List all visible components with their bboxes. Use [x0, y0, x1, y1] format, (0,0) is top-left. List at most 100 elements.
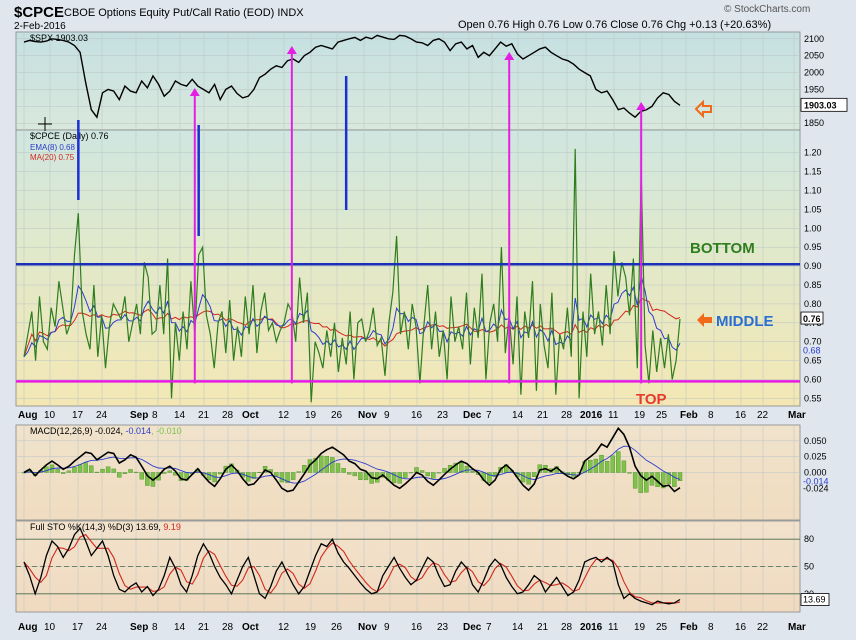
exchange-label: INDX — [277, 7, 304, 19]
x-axis-label: Oct — [242, 410, 259, 421]
sto-last-box — [800, 593, 830, 606]
top-label: TOP — [636, 391, 667, 408]
x-axis-label: Mar — [788, 622, 806, 633]
x-axis-label: Dec — [463, 410, 482, 421]
macd-histogram-bar — [55, 469, 60, 473]
macd-histogram-bar — [632, 472, 638, 489]
x-axis-label: 21 — [537, 622, 549, 633]
macd-histogram-bar — [346, 472, 352, 475]
macd-legend-signal: -0.014 — [126, 426, 152, 436]
macd-histogram-bar — [358, 472, 363, 480]
cpce-y-tick-label: 1.20 — [804, 148, 822, 158]
sto-legend-d: 9.19 — [163, 522, 181, 532]
x-axis-label: 24 — [96, 622, 108, 633]
x-axis-label: 21 — [537, 410, 549, 421]
spx-y-tick-label: 1950 — [804, 84, 824, 94]
macd-histogram-bar — [408, 472, 414, 474]
x-axis-label: 2016 — [580, 622, 603, 633]
macd-histogram-bar — [442, 468, 447, 473]
x-axis-label: Feb — [680, 622, 698, 633]
x-axis-label: Dec — [463, 622, 482, 633]
x-axis-label: 8 — [708, 410, 714, 421]
x-axis-label: 7 — [486, 622, 492, 633]
x-axis-label: 16 — [735, 622, 747, 633]
macd-histogram-bar — [610, 455, 615, 473]
macd-histogram-bar — [330, 457, 335, 473]
macd-histogram-bar — [77, 464, 83, 473]
x-axis-label: 19 — [634, 410, 646, 421]
x-axis-label: 10 — [44, 622, 56, 633]
macd-histogram-bar — [139, 472, 144, 480]
x-axis-label: Nov — [358, 410, 377, 421]
macd-histogram-bar — [649, 472, 655, 486]
macd-histogram-bar — [403, 472, 408, 478]
macd-signal-line — [23, 445, 681, 484]
cpce-y-tick-label: 1.15 — [804, 167, 822, 177]
cpce-last-box — [800, 311, 824, 325]
macd-histogram-bar — [257, 472, 262, 473]
x-axis-label: 16 — [411, 622, 423, 633]
x-axis-label: 17 — [72, 410, 84, 421]
x-axis-label: 2016 — [580, 410, 603, 421]
macd-histogram-bar — [100, 468, 105, 473]
macd-histogram-bar — [425, 472, 430, 477]
x-axis-label: 12 — [278, 410, 290, 421]
x-axis-label: Mar — [788, 410, 806, 421]
x-axis-label: 16 — [735, 410, 747, 421]
macd-histogram-bar — [117, 472, 122, 478]
x-axis-label: 26 — [331, 410, 343, 421]
chart-date: 2-Feb-2016 — [14, 21, 66, 32]
macd-histogram-bar — [61, 472, 66, 474]
sto-d-line — [23, 533, 681, 604]
macd-histogram-bar — [167, 470, 172, 473]
macd-histogram-bar — [431, 472, 436, 479]
pink-arrowhead-icon — [636, 102, 647, 110]
x-axis-label: 21 — [198, 622, 210, 633]
macd-y-tick-label: 0.050 — [804, 436, 827, 446]
macd-histogram-bar — [677, 472, 683, 481]
macd-histogram-bar — [111, 468, 116, 473]
cpce-y-tick-label: 0.60 — [804, 375, 822, 385]
macd-histogram-bar — [616, 451, 621, 473]
x-axis-label: 17 — [72, 622, 84, 633]
macd-histogram-bar — [391, 472, 397, 484]
x-axis-label: 14 — [512, 410, 524, 421]
cpce-y-tick-label: 1.10 — [804, 185, 822, 195]
macd-histogram-bar — [296, 471, 301, 473]
macd-histogram-bar — [627, 472, 632, 474]
quote-summary: Open 0.76 High 0.76 Low 0.76 Close 0.76 … — [458, 19, 772, 31]
cpce-last-label: 0.76 — [803, 314, 821, 324]
macd-histogram-bar — [453, 462, 458, 473]
macd-histogram-bar — [599, 454, 604, 473]
macd-histogram-bar — [660, 472, 666, 489]
x-axis-label: 8 — [152, 410, 158, 421]
spx-y-tick-label: 1850 — [804, 118, 824, 128]
macd-histogram-bar — [274, 472, 279, 477]
macd-histogram-bar — [161, 472, 167, 474]
x-axis-label: 12 — [278, 622, 290, 633]
macd-histogram-bar — [341, 468, 346, 473]
macd-histogram-bar — [644, 472, 649, 493]
macd-histogram-bar — [532, 472, 537, 477]
x-axis-label: 24 — [96, 410, 108, 421]
x-axis-label: 19 — [305, 410, 317, 421]
x-axis-label: Feb — [680, 410, 698, 421]
x-axis-label: 22 — [757, 622, 769, 633]
x-axis-label: 26 — [331, 622, 343, 633]
cpce-panel-bg — [15, 129, 801, 407]
stockcharts-brand: © StockCharts.com — [724, 4, 811, 15]
macd-y-tick-label: 0.000 — [804, 468, 827, 478]
macd-histogram-bar — [604, 460, 610, 473]
x-axis-label: 25 — [656, 410, 668, 421]
x-axis-label: 10 — [44, 410, 56, 421]
macd-histogram-bar — [145, 472, 150, 486]
spx-y-tick-label: 2100 — [804, 34, 824, 44]
macd-histogram-bar — [218, 472, 223, 475]
spx-price-line — [23, 34, 681, 119]
cpce-y-tick-label: 1.05 — [804, 204, 822, 214]
x-axis-label: 16 — [411, 410, 423, 421]
x-axis-label: Nov — [358, 622, 377, 633]
x-axis-label: Aug — [18, 622, 37, 633]
pink-arrowhead-icon — [286, 46, 297, 54]
macd-histogram-bar — [419, 470, 425, 473]
